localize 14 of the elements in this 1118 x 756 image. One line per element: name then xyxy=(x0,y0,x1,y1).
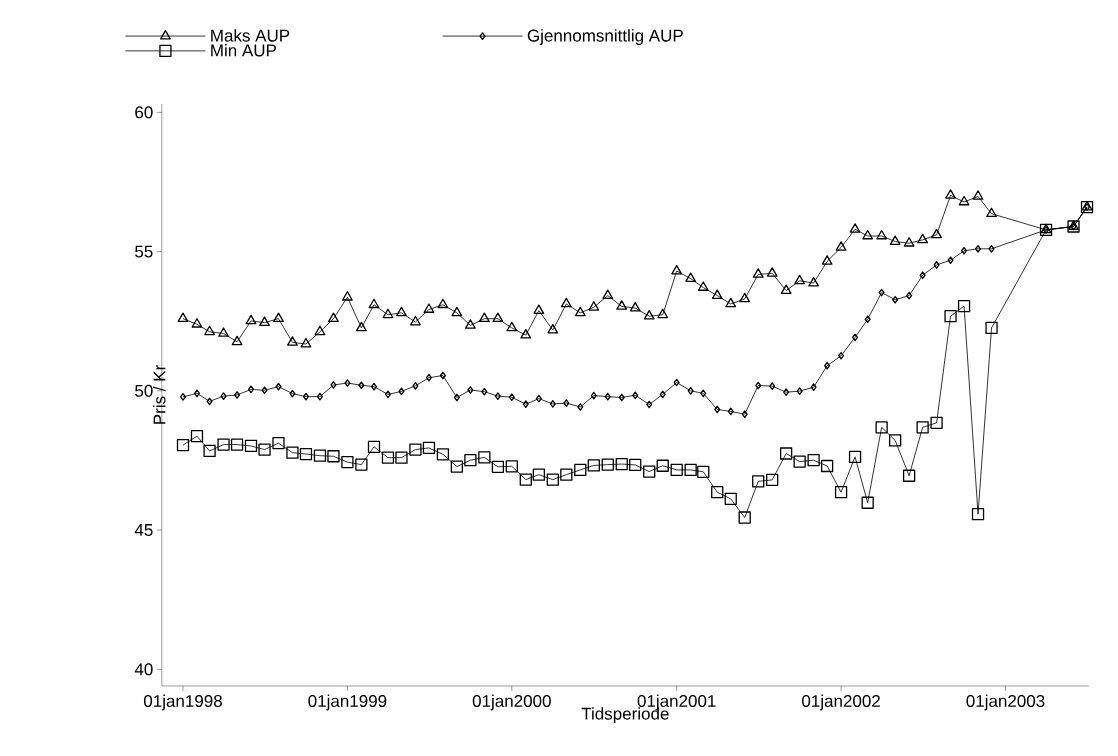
legend-label: Min AUP xyxy=(211,43,276,57)
x-tick-label: 01jan1998 xyxy=(143,694,222,711)
y-tick-label: 40 xyxy=(134,663,153,676)
y-axis-title: Pris / Kr xyxy=(153,365,166,424)
x-tick-label: 01jan2002 xyxy=(802,694,880,711)
y-tick-label: 60 xyxy=(135,106,153,119)
x-tick-label: 01jan2003 xyxy=(966,694,1045,711)
legend-label: Gjennomsnittlig AUP xyxy=(527,29,683,46)
legend-label: Maks AUP xyxy=(211,29,290,42)
y-tick-label: 55 xyxy=(135,245,153,258)
x-tick-label: 01jan2000 xyxy=(472,694,551,711)
x-tick-label: 01jan1999 xyxy=(308,694,387,711)
y-tick-label: 45 xyxy=(134,524,153,536)
y-tick-label: 50 xyxy=(135,384,153,397)
